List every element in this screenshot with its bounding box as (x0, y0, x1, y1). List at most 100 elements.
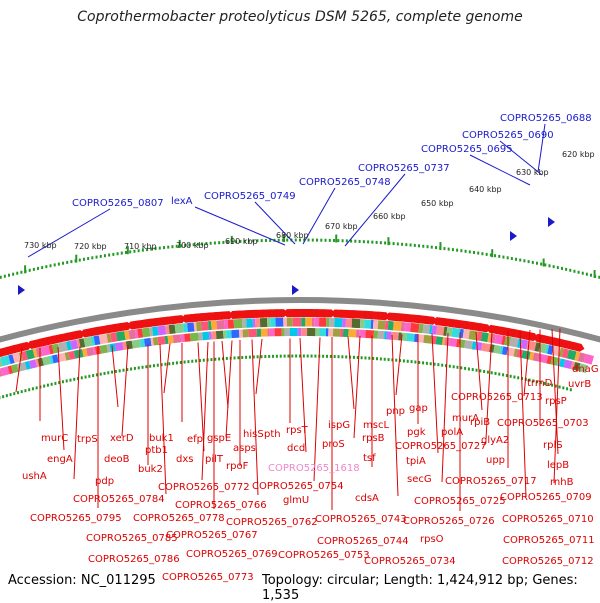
tick-mark (111, 371, 113, 374)
gene-band (43, 360, 50, 362)
gene-band (37, 352, 42, 353)
gene-label: COPRO5265_0744 (317, 536, 409, 547)
gene-band (9, 369, 12, 370)
gene-band (514, 353, 517, 354)
tick-mark (164, 363, 166, 366)
gene-band (75, 353, 83, 355)
gene-label: COPRO5265_0712 (502, 556, 594, 567)
tick-mark (548, 264, 550, 267)
length-value: 1,424,912 bp; (437, 573, 528, 588)
tick-mark (54, 382, 56, 385)
gene-label: pdp (95, 476, 114, 487)
tick-mark (307, 355, 309, 358)
gene-label: COPRO5265_0743 (315, 514, 407, 525)
tick-mark (153, 364, 155, 367)
tick-mark (468, 367, 470, 370)
tick-mark (481, 252, 483, 255)
tick-mark (159, 247, 161, 250)
tick-mark (29, 269, 31, 272)
tick-mark (553, 265, 555, 268)
kbp-tick-label: 640 kbp (469, 185, 502, 194)
gene-label: COPRO5265_0726 (403, 516, 495, 527)
tick-mark (119, 369, 121, 372)
gene-band (168, 339, 173, 340)
gene-band (502, 340, 505, 341)
tick-mark (426, 362, 428, 365)
tick-mark (590, 274, 592, 277)
tick-mark (430, 362, 432, 365)
gene-band (0, 362, 1, 364)
tick-mark (401, 243, 403, 246)
gene-label: COPRO5265_0711 (503, 535, 595, 546)
gene-label: COPRO5265_0785 (86, 533, 178, 544)
tick-mark (47, 384, 49, 387)
gene-label: COPRO5265_0766 (175, 500, 267, 511)
leader-line (226, 341, 232, 438)
gene-label: COPRO5265_0762 (226, 517, 318, 528)
gene-label: dxs (176, 454, 193, 465)
tick-mark (287, 355, 289, 358)
gene-band (564, 363, 571, 365)
tick-mark (92, 374, 94, 377)
gene-label: COPRO5265_0713 (451, 392, 543, 403)
tick-mark (157, 364, 159, 367)
leader-line (432, 334, 438, 454)
accession-info: Accession: NC_011295 (8, 573, 156, 588)
gene-band (30, 363, 36, 365)
tick-mark (218, 357, 220, 360)
gene-band (83, 352, 87, 353)
gene-band (69, 355, 75, 356)
gene-label: COPRO5265_0734 (364, 556, 456, 567)
tick-mark (491, 371, 493, 374)
gene-band (94, 340, 99, 341)
gene-band (568, 354, 576, 356)
tick-mark (441, 364, 443, 367)
genes-value: 1,535 (262, 588, 299, 603)
gene-band (132, 343, 140, 344)
leader-line (354, 336, 360, 438)
tick-mark (341, 355, 343, 358)
tick-mark (100, 373, 102, 376)
tick-mark (472, 368, 474, 371)
gene-band (153, 331, 158, 332)
tick-mark (418, 361, 420, 364)
gene-band (521, 344, 527, 345)
tick-mark (134, 367, 136, 370)
gene-band (84, 341, 91, 342)
tick-mark (257, 355, 259, 358)
gene-band (579, 357, 585, 358)
tick-mark (0, 276, 2, 279)
tick-mark (557, 266, 559, 269)
tick-mark (335, 235, 337, 243)
gene-band (12, 368, 18, 369)
tick-mark (316, 239, 318, 242)
gene-label: tpiA (406, 456, 426, 467)
gene-band (145, 342, 151, 343)
gene-band (71, 344, 77, 345)
gene-band (495, 339, 502, 340)
gene-label: proS (322, 439, 345, 450)
tick-mark (79, 259, 81, 262)
tick-mark (479, 369, 481, 372)
gene-band (126, 345, 132, 346)
gene-label: glmU (283, 495, 309, 506)
tick-mark (50, 264, 52, 267)
gene-label: rplS (543, 440, 563, 451)
gene-band (494, 349, 500, 350)
tick-mark (388, 358, 390, 361)
gene-band (423, 329, 430, 330)
tick-mark (498, 373, 500, 376)
gene-band (510, 342, 518, 343)
tick-mark (443, 247, 445, 250)
gene-label: deoB (104, 454, 130, 465)
gene-label: rnhB (550, 477, 574, 488)
tick-mark (43, 385, 45, 388)
gene-band (1, 370, 8, 372)
tick-mark (473, 251, 475, 254)
kbp-tick-label: 660 kbp (373, 212, 406, 221)
leader-line (74, 347, 80, 480)
tick-mark (104, 254, 106, 257)
tick-mark (171, 245, 173, 248)
tick-mark (210, 358, 212, 361)
